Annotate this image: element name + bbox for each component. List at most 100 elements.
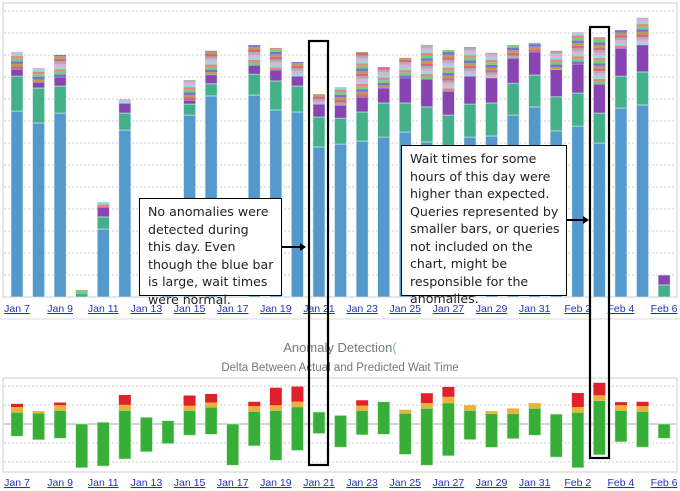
delta-bar[interactable] [377, 401, 390, 435]
x-tick-label[interactable]: Feb 4 [608, 477, 635, 489]
x-tick-label[interactable]: Feb 6 [651, 303, 678, 315]
bar-segment-small[interactable] [248, 62, 261, 66]
bar-segment-small[interactable] [205, 61, 218, 65]
bar-segment-small[interactable] [442, 78, 455, 81]
bar-segment-small[interactable] [571, 32, 584, 36]
bar-segment-small[interactable] [550, 59, 563, 62]
bar-segment-small[interactable] [32, 69, 45, 72]
warning-segment[interactable] [507, 408, 520, 414]
bar-segment-small[interactable] [420, 47, 433, 51]
warning-segment[interactable] [205, 402, 218, 408]
bar-segment-small[interactable] [183, 84, 196, 88]
bar-segment-small[interactable] [269, 62, 282, 65]
anomaly-segment[interactable] [54, 402, 67, 406]
bar-segment-small[interactable] [377, 82, 390, 86]
delta-bar[interactable] [140, 417, 153, 453]
anomaly-segment[interactable] [248, 401, 261, 407]
warning-segment[interactable] [11, 407, 23, 413]
bar-segment-small[interactable] [356, 73, 369, 77]
bar-segment-small[interactable] [485, 70, 498, 73]
bar-segment-small[interactable] [356, 51, 369, 53]
bar-segment-small[interactable] [571, 38, 584, 41]
bar-segment-small[interactable] [571, 32, 584, 33]
bar-segment-small[interactable] [420, 50, 433, 53]
bar-segment-small[interactable] [399, 62, 412, 65]
x-tick-label[interactable]: Feb 2 [564, 477, 591, 489]
bar-segment-small[interactable] [248, 49, 261, 53]
bar-segment-small[interactable] [183, 89, 196, 93]
anomaly-segment[interactable] [291, 386, 304, 402]
delta-bar[interactable] [355, 410, 369, 436]
bar-segment-small[interactable] [269, 54, 282, 57]
delta-bar[interactable] [463, 410, 477, 440]
bar-segment-small[interactable] [442, 65, 455, 68]
x-tick-label[interactable]: Jan 29 [476, 477, 508, 489]
bar-segment-small[interactable] [334, 102, 347, 106]
warning-segment[interactable] [54, 405, 67, 411]
bar-segment[interactable] [636, 44, 649, 73]
x-tick-label[interactable]: Jan 29 [476, 303, 508, 315]
bar-segment-small[interactable] [550, 67, 563, 70]
bar-segment-small[interactable] [205, 56, 218, 60]
bar-segment-small[interactable] [485, 72, 498, 76]
bar-segment-small[interactable] [356, 60, 369, 64]
bar-segment-small[interactable] [550, 56, 563, 60]
bar-segment-small[interactable] [269, 59, 282, 63]
delta-bar[interactable] [183, 410, 196, 436]
warning-segment[interactable] [248, 406, 261, 412]
bar-segment-small[interactable] [205, 51, 218, 54]
bar-segment[interactable] [657, 274, 671, 286]
x-tick-label[interactable]: Jan 11 [88, 477, 119, 489]
bar-segment-small[interactable] [442, 83, 455, 86]
bar-segment-small[interactable] [442, 75, 455, 79]
bar-segment-small[interactable] [507, 52, 520, 56]
bar-segment[interactable] [334, 104, 347, 119]
x-tick-label[interactable]: Jan 9 [47, 477, 73, 489]
bar-segment-small[interactable] [75, 290, 88, 294]
warning-segment[interactable] [593, 395, 606, 401]
bar-segment-small[interactable] [377, 77, 390, 81]
bar-segment-small[interactable] [32, 67, 45, 70]
x-tick-label[interactable]: Jan 31 [519, 477, 551, 489]
bar-segment-small[interactable] [463, 50, 476, 53]
delta-bar[interactable] [614, 410, 628, 443]
bar-segment-small[interactable] [442, 80, 455, 84]
bar-segment-small[interactable] [248, 45, 261, 47]
bar-segment-small[interactable] [356, 94, 369, 98]
bar-segment-small[interactable] [614, 42, 627, 46]
delta-bar[interactable] [571, 412, 585, 469]
delta-bar[interactable] [593, 400, 606, 456]
delta-bar[interactable] [269, 410, 283, 461]
bar-segment-small[interactable] [334, 97, 347, 100]
bar-segment-small[interactable] [183, 97, 196, 101]
bar-segment-small[interactable] [463, 60, 476, 64]
bar-segment-small[interactable] [356, 52, 369, 56]
bar-segment-small[interactable] [463, 55, 476, 58]
delta-bar[interactable] [118, 410, 132, 460]
bar-segment-small[interactable] [11, 66, 23, 70]
bar-segment-small[interactable] [507, 50, 520, 53]
delta-bar[interactable] [10, 412, 24, 437]
bar-segment-small[interactable] [420, 58, 433, 61]
bar-segment-small[interactable] [636, 31, 649, 35]
bar-segment-small[interactable] [356, 89, 369, 92]
bar-segment-small[interactable] [463, 73, 476, 77]
x-tick-label[interactable]: Feb 6 [651, 477, 678, 489]
bar-segment-small[interactable] [507, 45, 520, 48]
bar-segment-small[interactable] [442, 52, 455, 55]
bar-segment-small[interactable] [571, 61, 584, 65]
bar-segment-small[interactable] [463, 63, 476, 66]
bar-segment-small[interactable] [32, 71, 45, 75]
bar-segment-small[interactable] [356, 78, 369, 82]
bar-segment-small[interactable] [485, 62, 498, 65]
bar-segment-small[interactable] [442, 88, 455, 92]
bar-segment-small[interactable] [54, 55, 67, 57]
bar-segment-small[interactable] [442, 85, 455, 89]
delta-bar[interactable] [204, 406, 218, 435]
bar-segment-small[interactable] [399, 59, 412, 63]
bar-segment-small[interactable] [550, 64, 563, 68]
bar-segment-small[interactable] [291, 70, 304, 74]
bar-segment-small[interactable] [571, 45, 584, 49]
bar-segment-small[interactable] [463, 47, 476, 51]
bar-segment-small[interactable] [550, 54, 563, 57]
